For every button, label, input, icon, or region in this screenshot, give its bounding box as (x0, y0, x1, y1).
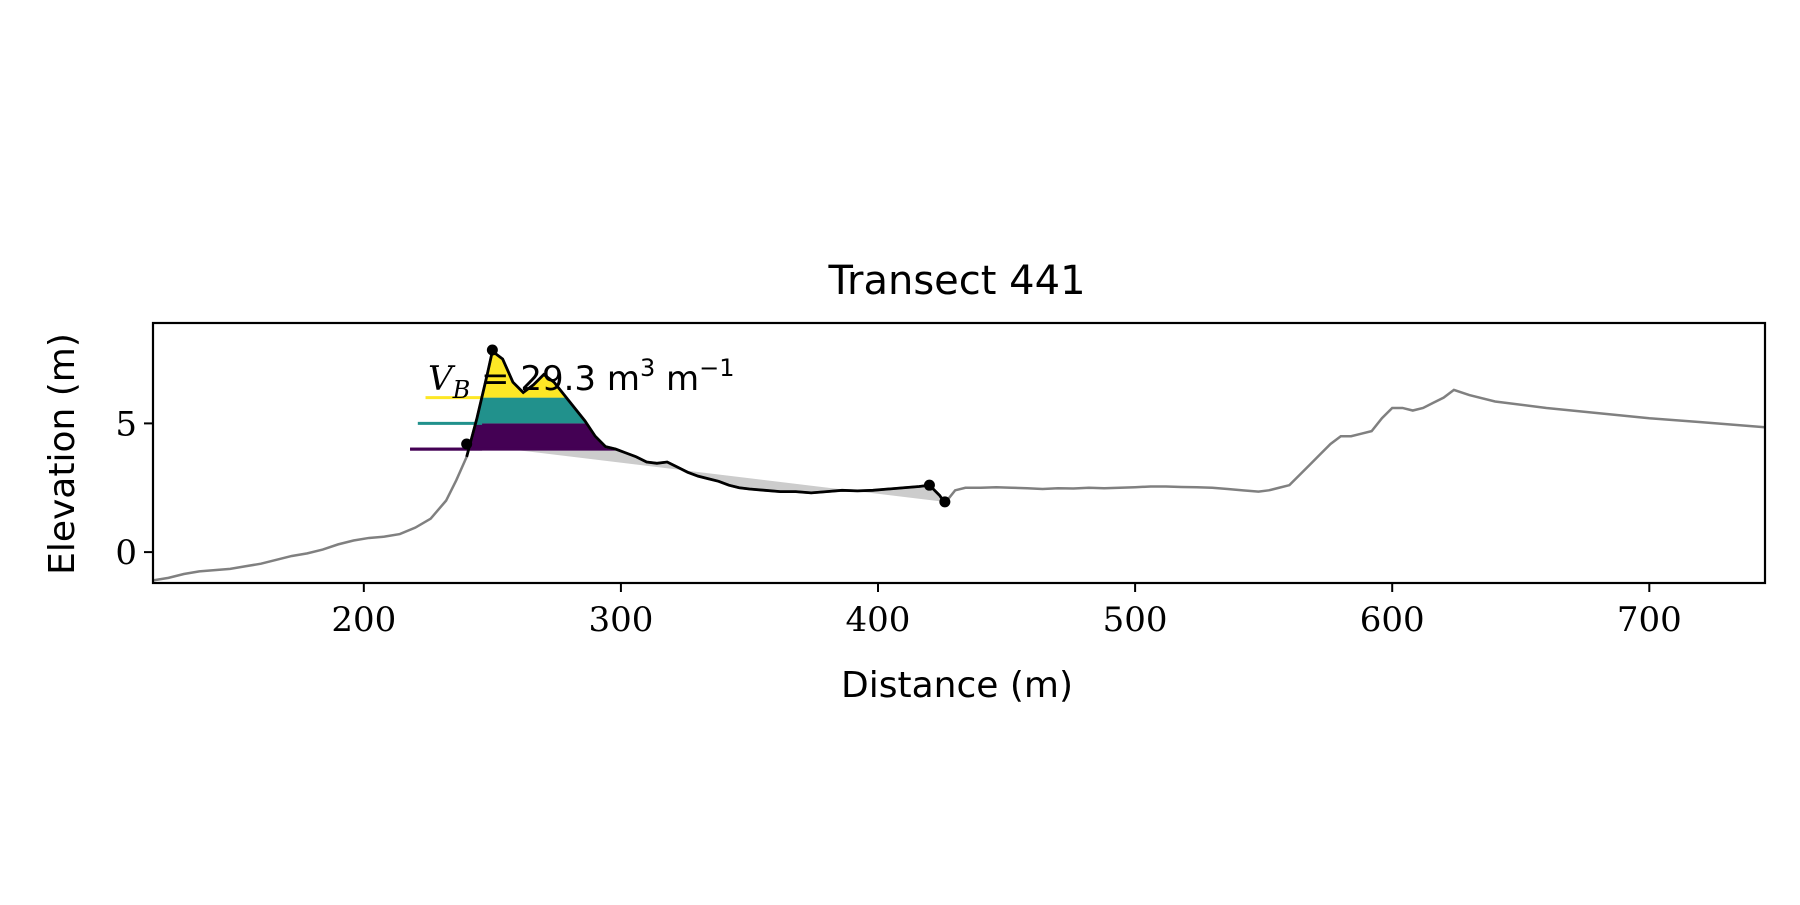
dune-heel-point (923, 479, 935, 491)
volume-unit-exponent-2: −1 (699, 354, 734, 382)
volume-symbol-subscript: B (452, 376, 471, 404)
plot-content (153, 344, 1765, 582)
volume-symbol: V (428, 359, 456, 399)
volume-unit-mid: m (655, 359, 699, 399)
dune-toe-point (461, 438, 473, 450)
x-tick-label: 300 (588, 600, 653, 640)
dune-profile-line (465, 348, 947, 504)
plot-area (151, 321, 1767, 585)
y-axis-label: Elevation (m) (42, 333, 83, 575)
axis-ticks: 200 300 400 500 600 700 0 5 (115, 404, 1681, 640)
volume-value: 29.3 m (520, 359, 640, 399)
x-tick-label: 200 (331, 600, 396, 640)
x-tick-label: 600 (1360, 600, 1425, 640)
y-tick-label: 5 (115, 404, 137, 444)
axes-frame (151, 321, 1767, 585)
x-axis-label: Distance (m) (841, 665, 1073, 706)
elevation-band-2 (475, 397, 587, 424)
x-tick-label: 500 (1103, 600, 1168, 640)
x-tick-label: 400 (846, 600, 911, 640)
dune-crest-point (486, 344, 498, 356)
volume-unit-exponent-1: 3 (640, 354, 655, 382)
elevation-band-1 (469, 423, 616, 450)
volume-equals: = (470, 359, 520, 399)
volume-annotation: VB = 29.3 m3 m−1 (428, 354, 735, 404)
profile-line (153, 349, 1765, 582)
dune-end-point (939, 496, 951, 508)
chart-title: Transect 441 (827, 258, 1085, 304)
y-tick-label: 0 (115, 533, 137, 573)
x-tick-label: 700 (1617, 600, 1682, 640)
